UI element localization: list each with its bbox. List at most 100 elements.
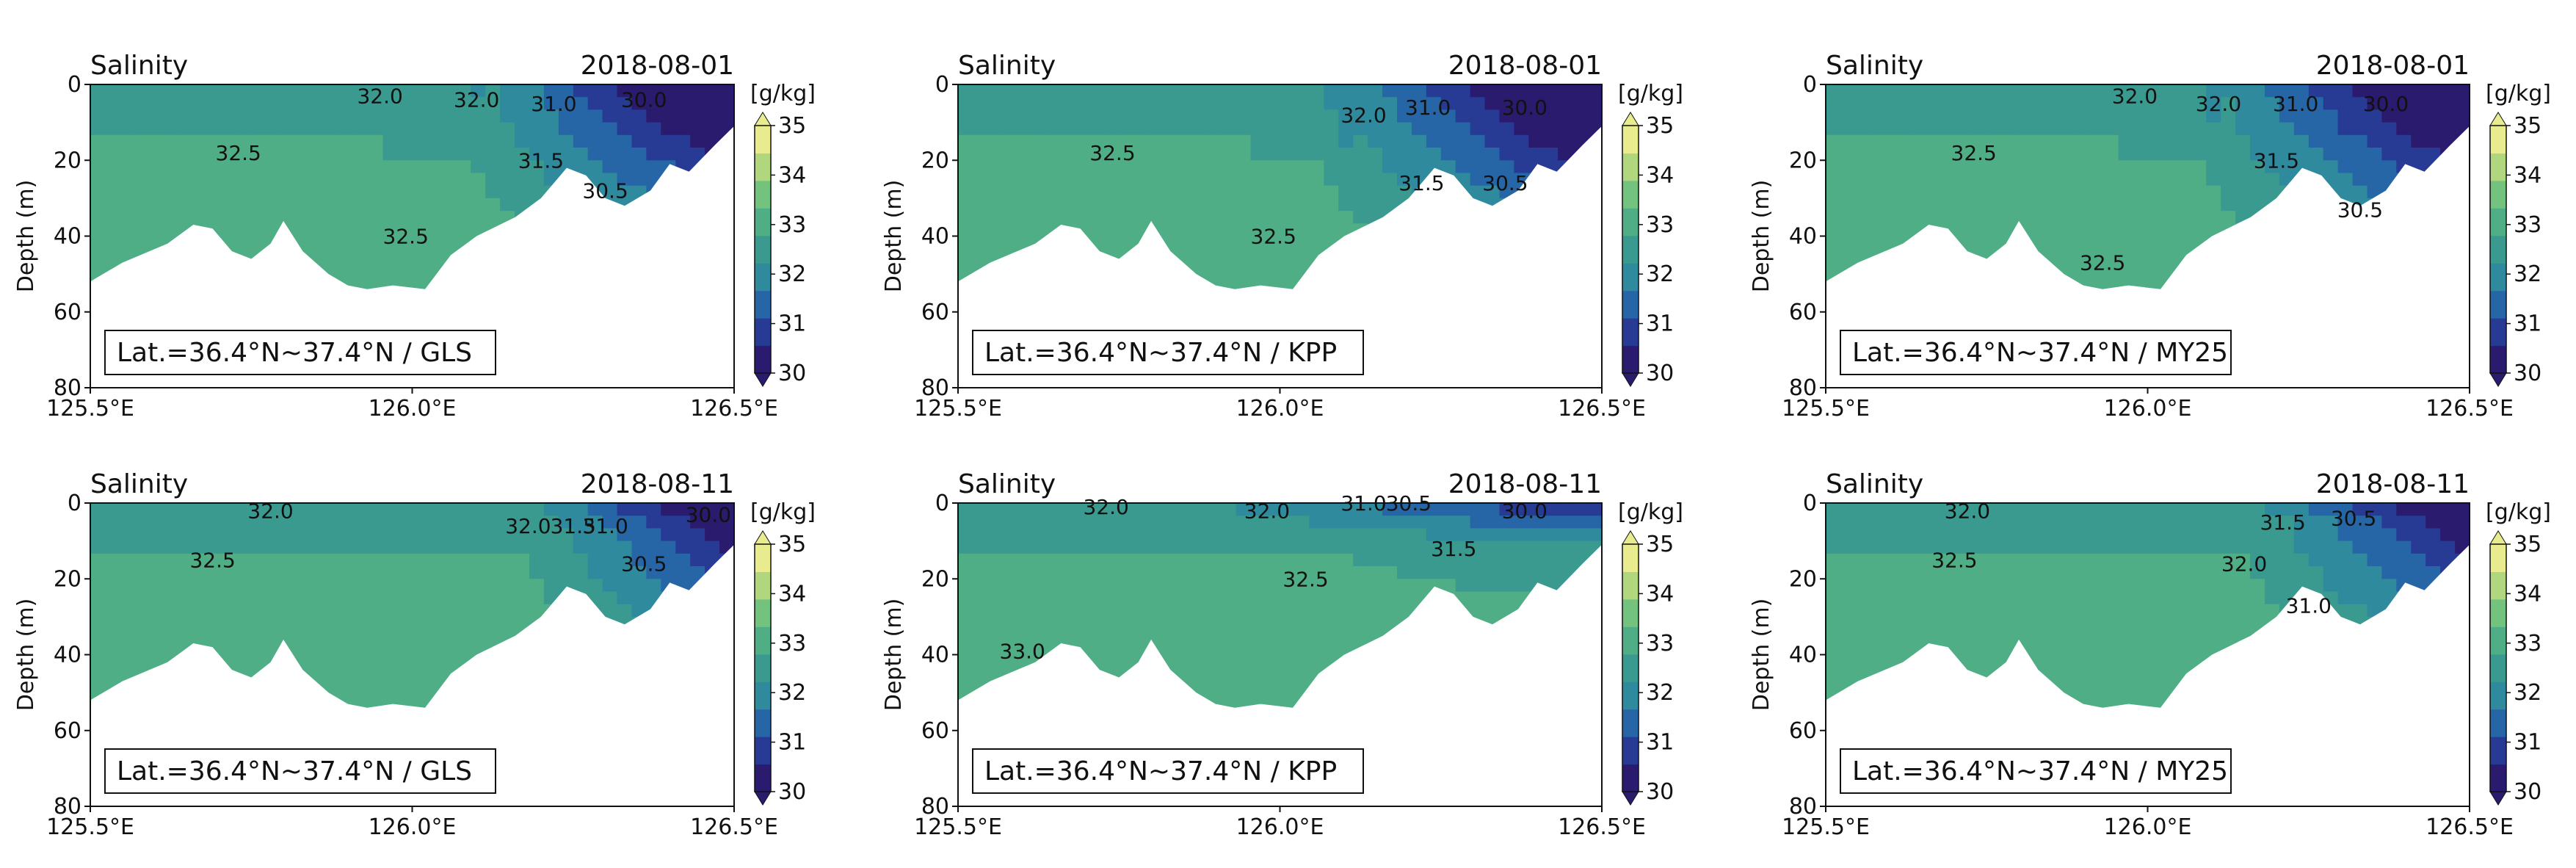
y-axis-label: Depth (m) [1749, 598, 1774, 712]
colorbar-segment [2490, 318, 2506, 346]
colorbar-segment [755, 153, 771, 181]
x-tick-label: 126.0°E [2104, 814, 2192, 840]
contour-label: 31.0 [2286, 593, 2332, 618]
colorbar-tick-label: 30 [1646, 779, 1674, 805]
contour-label: 32.5 [383, 225, 429, 249]
colorbar-segment [755, 291, 771, 319]
x-tick-label: 126.5°E [1558, 396, 1646, 422]
colorbar-segment [1622, 599, 1639, 627]
contour-label: 30.0 [621, 88, 667, 112]
colorbar-segment [755, 681, 771, 709]
y-tick-label: 40 [921, 643, 949, 668]
colorbar-extend-max [2490, 531, 2506, 544]
colorbar-segment [1622, 544, 1639, 572]
contour-label: 32.0 [2196, 92, 2241, 116]
colorbar-tick-label: 34 [2514, 581, 2541, 607]
colorbar-tick-label: 31 [2514, 730, 2541, 756]
colorbar-segment [1622, 654, 1639, 682]
panel-title: Salinity [958, 51, 1056, 81]
annotation-text: Lat.=36.4°N~37.4°N / KPP [984, 338, 1337, 368]
colorbar-tick-label: 30 [778, 361, 806, 386]
colorbar-extend-min [2490, 792, 2506, 805]
contour-label: 31.5 [2260, 510, 2305, 535]
colorbar-segment [755, 126, 771, 153]
y-tick-label: 20 [1789, 566, 1817, 592]
colorbar-segment [2490, 346, 2506, 374]
annotation-text: Lat.=36.4°N~37.4°N / GLS [117, 338, 472, 368]
panel-date: 2018-08-01 [581, 51, 734, 81]
contour-label: 32.0 [2221, 552, 2267, 576]
colorbar-segment [1622, 764, 1639, 792]
colorbar-segment [755, 571, 771, 599]
contour-label: 31.0 [1405, 95, 1451, 120]
colorbar-tick-label: 31 [1646, 730, 1674, 756]
colorbar-segment [2490, 626, 2506, 654]
contour-label: 30.0 [1502, 95, 1548, 120]
contour-label: 32.0 [2112, 84, 2158, 108]
colorbar-tick-label: 31 [778, 730, 806, 756]
colorbar-segment [1622, 126, 1639, 153]
x-tick-label: 125.5°E [1782, 396, 1870, 422]
contour-label: 32.5 [1089, 141, 1135, 165]
colorbar-extend-max [755, 112, 771, 126]
colorbar-segment [1622, 236, 1639, 264]
colorbar-segment [755, 709, 771, 737]
y-tick-label: 60 [1789, 718, 1817, 744]
panel-title: Salinity [958, 469, 1056, 499]
x-tick-label: 125.5°E [914, 814, 1002, 840]
contour-label: 31.0 [582, 514, 628, 538]
y-axis-label: Depth (m) [1749, 180, 1774, 293]
y-tick-label: 20 [921, 566, 949, 592]
y-tick-label: 40 [54, 224, 81, 250]
colorbar-tick-label: 33 [1646, 631, 1674, 657]
annotation-box: Lat.=36.4°N~37.4°N / GLS [105, 749, 496, 793]
colorbar-segment [1622, 318, 1639, 346]
colorbar-segment [2490, 208, 2506, 236]
y-tick-label: 40 [1789, 224, 1817, 250]
colorbar-segment [2490, 263, 2506, 291]
colorbar-segment [755, 208, 771, 236]
colorbar-tick-label: 34 [778, 581, 806, 607]
contour-label: 32.5 [1951, 141, 1997, 165]
panel-title: Salinity [90, 469, 188, 499]
y-tick-label: 0 [935, 72, 949, 98]
colorbar-segment [755, 626, 771, 654]
colorbar-segment [1622, 153, 1639, 181]
colorbar-segment [1622, 571, 1639, 599]
x-tick-label: 126.5°E [2426, 396, 2514, 422]
x-tick-label: 125.5°E [46, 396, 134, 422]
y-tick-label: 40 [1789, 643, 1817, 668]
contour-label: 30.5 [621, 552, 667, 576]
y-tick-label: 60 [921, 718, 949, 744]
x-tick-label: 126.0°E [1236, 396, 1324, 422]
x-tick-label: 126.0°E [2104, 396, 2192, 422]
colorbar-tick-label: 33 [2514, 631, 2541, 657]
contour-label: 30.5 [2337, 198, 2383, 222]
contour-label: 32.5 [1931, 548, 1977, 572]
contour-label: 30.0 [2363, 92, 2409, 116]
y-tick-label: 0 [935, 491, 949, 516]
x-tick-label: 125.5°E [1782, 814, 1870, 840]
y-tick-label: 0 [1803, 491, 1817, 516]
y-axis-label: Depth (m) [881, 598, 907, 712]
panel-date: 2018-08-11 [2316, 469, 2470, 499]
colorbar-tick-label: 35 [778, 532, 806, 557]
colorbar-tick-label: 34 [1646, 162, 1674, 188]
y-axis-label: Depth (m) [881, 180, 907, 293]
contour-label: 32.0 [454, 88, 499, 112]
colorbar-segment [2490, 681, 2506, 709]
colorbar-tick-label: 34 [1646, 581, 1674, 607]
panel-title: Salinity [90, 51, 188, 81]
x-tick-label: 126.5°E [690, 396, 778, 422]
contour-label: 32.5 [189, 548, 235, 572]
colorbar-tick-label: 35 [1646, 532, 1674, 557]
annotation-box: Lat.=36.4°N~37.4°N / MY25 [1840, 330, 2231, 375]
colorbar-tick-label: 31 [2514, 311, 2541, 337]
